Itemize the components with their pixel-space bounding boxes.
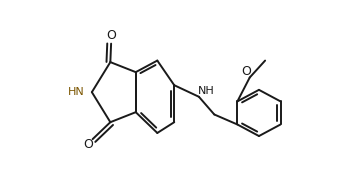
Text: O: O [241, 65, 251, 78]
Text: HN: HN [68, 87, 85, 97]
Text: O: O [106, 29, 116, 43]
Text: NH: NH [198, 86, 215, 96]
Text: O: O [83, 138, 93, 151]
